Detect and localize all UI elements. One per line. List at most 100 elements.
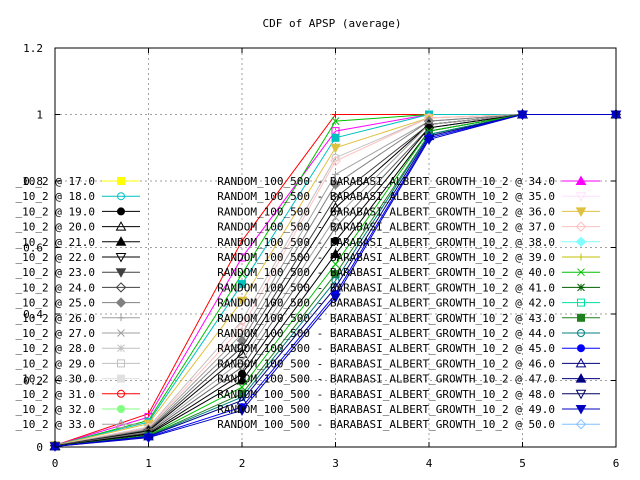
legend-marker [117,207,125,216]
x-tick-label: 6 [613,457,620,470]
legend-entry-left: _10_2 @ 23.0 [16,266,140,279]
legend-marker [575,207,587,217]
legend-entry-left: _10_2 @ 29.0 [16,357,140,370]
legend-label: RANDOM_100_500 - BARABASI_ALBERT_GROWTH_… [217,373,555,386]
legend-entry-right: RANDOM_100_500 - BARABASI_ALBERT_GROWTH_… [217,266,600,279]
legend-label: RANDOM_100_500 - BARABASI_ALBERT_GROWTH_… [217,297,555,310]
y-tick-label: 0.8 [23,175,43,188]
legend-marker [117,192,125,201]
data-point [330,143,341,154]
data-point [238,270,246,278]
data-point [330,179,341,190]
legend-label: _10_2 @ 33.0 [16,418,95,431]
legend-marker [115,268,127,278]
legend-entry-right: RANDOM_100_500 - BARABASI_ALBERT_GROWTH_… [217,418,600,431]
legend-label: RANDOM_100_500 - BARABASI_ALBERT_GROWTH_… [217,403,555,416]
legend-marker [117,177,125,185]
legend-entry-right: RANDOM_100_500 - BARABASI_ALBERT_GROWTH_… [217,236,600,249]
legend-label: RANDOM_100_500 - BARABASI_ALBERT_GROWTH_… [217,281,555,294]
legend-entry-left: _10_2 @ 32.0 [16,403,140,416]
legend-label: RANDOM_100_500 - BARABASI_ALBERT_GROWTH_… [217,342,555,355]
data-point [331,260,340,268]
data-point [331,236,340,245]
legend-marker [577,253,585,261]
legend-label: RANDOM_100_500 - BARABASI_ALBERT_GROWTH_… [217,175,555,188]
legend-entry-left: _10_2 @ 27.0 [16,327,140,340]
legend-marker [575,418,587,430]
legend-marker [577,298,585,307]
legend-label: _10_2 @ 22.0 [16,251,95,264]
data-point [331,213,340,222]
legend-marker [117,359,125,368]
legend-marker [575,357,587,368]
y-tick-label: 1.2 [23,42,43,55]
legend-entry-left: _10_2 @ 17.0 [16,175,140,188]
x-tick-label: 2 [239,457,246,470]
legend-label: RANDOM_100_500 - BARABASI_ALBERT_GROWTH_… [217,266,555,279]
legend-label: _10_2 @ 30.0 [16,373,95,386]
legend-marker [115,253,127,263]
legend-entry-left: _10_2 @ 21.0 [16,236,140,249]
x-tick-label: 5 [519,457,526,470]
plot-frame [54,47,617,448]
legend-entry-left: _10_2 @ 30.0 [16,373,140,386]
legend-label: RANDOM_100_500 - BARABASI_ALBERT_GROWTH_… [217,221,555,234]
legend-marker [575,389,587,400]
x-tick-label: 3 [332,457,339,470]
x-tick-label: 0 [52,457,59,470]
legend-label: _10_2 @ 17.0 [16,175,95,188]
legend-entry-right: RANDOM_100_500 - BARABASI_ALBERT_GROWTH_… [217,312,600,325]
legend-entry-left: _10_2 @ 20.0 [16,221,140,234]
legend-entry-left: _10_2 @ 22.0 [16,251,140,264]
legend-marker [577,268,585,277]
chart-title: CDF of APSP (average) [262,17,401,30]
legend-marker [117,344,125,353]
data-point [238,237,246,245]
legend-label: RANDOM_100_500 - BARABASI_ALBERT_GROWTH_… [217,327,555,340]
data-point [236,363,248,373]
legend-marker [117,405,125,413]
y-tick-label: 0 [36,441,43,454]
legend-marker [577,313,585,322]
y-tick-label: 0.4 [23,308,43,321]
legend-marker [575,175,587,185]
data-point [236,342,248,353]
legend-entry-left: _10_2 @ 31.0 [16,388,140,401]
legend-marker [575,192,587,202]
legend-label: _10_2 @ 20.0 [16,221,95,234]
data-point [330,223,341,234]
legend-label: _10_2 @ 18.0 [16,190,95,203]
legend-label: _10_2 @ 23.0 [16,266,95,279]
legend-entry-left: _10_2 @ 33.0 [16,418,140,431]
legend-label: _10_2 @ 32.0 [16,403,95,416]
legend-label: RANDOM_100_500 - BARABASI_ALBERT_GROWTH_… [217,236,555,249]
data-point [238,383,246,392]
legend-marker [117,374,125,383]
legend-label: _10_2 @ 28.0 [16,342,95,355]
legend-marker [115,282,127,293]
y-tick-label: 0.2 [23,375,43,388]
data-point [236,406,248,416]
legend-marker [577,329,585,337]
data-point [423,135,435,145]
legend-entry-right: RANDOM_100_500 - BARABASI_ALBERT_GROWTH_… [217,175,600,188]
legend-entry-right: RANDOM_100_500 - BARABASI_ALBERT_GROWTH_… [217,251,600,264]
data-point [236,296,248,307]
legend-label: _10_2 @ 19.0 [16,205,95,218]
legend-label: RANDOM_100_500 - BARABASI_ALBERT_GROWTH_… [217,418,555,431]
legend-entry-right: RANDOM_100_500 - BARABASI_ALBERT_GROWTH_… [217,357,600,370]
legend-entry-left: _10_2 @ 24.0 [16,281,140,294]
legend-label: _10_2 @ 31.0 [16,388,95,401]
legend-label: _10_2 @ 21.0 [16,236,95,249]
axes: 0 1 2 3 4 5 6 0 0.2 0.4 0.6 0.8 1 1.2 [23,42,619,470]
legend-label: _10_2 @ 24.0 [16,281,95,294]
legend-marker [575,236,587,248]
legend-label: RANDOM_100_500 - BARABASI_ALBERT_GROWTH_… [217,205,555,218]
data-point [238,253,246,262]
legend-marker [115,236,127,246]
data-point [331,276,340,285]
legend-entry-left: _10_2 @ 18.0 [16,190,140,203]
legend-label: RANDOM_100_500 - BARABASI_ALBERT_GROWTH_… [217,388,555,401]
legend-marker [575,405,587,415]
